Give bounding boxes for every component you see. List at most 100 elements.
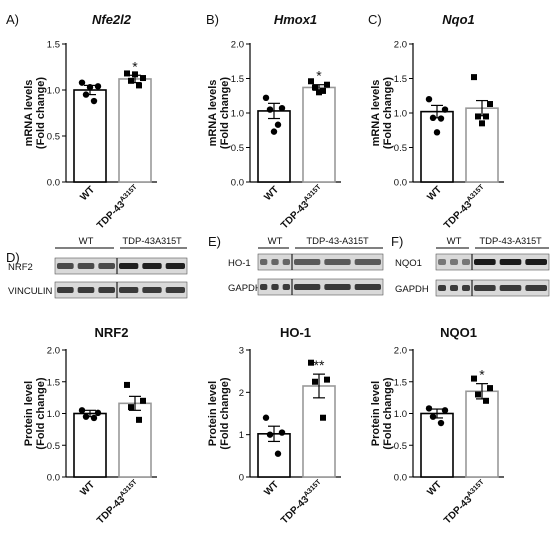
y-tick-label: 1 xyxy=(239,430,244,441)
data-point xyxy=(437,115,445,122)
blot-group-superscript: -A315T xyxy=(339,236,369,246)
data-point xyxy=(82,413,90,420)
chart-title: HO-1 xyxy=(280,325,311,340)
blot-band xyxy=(450,259,458,265)
x-tick-label: TDP-43A315T xyxy=(278,478,326,526)
blot-band xyxy=(450,285,458,291)
data-point xyxy=(312,378,318,385)
blot-group-label: WT xyxy=(79,236,94,247)
blot-band xyxy=(142,263,162,269)
data-point xyxy=(433,129,441,136)
blot-d: WT TDP-43A315T NRF2 VINCULIN xyxy=(8,236,188,299)
y-tick-label: 3 xyxy=(239,346,244,357)
panel-label-c: C) xyxy=(368,12,382,27)
blot-e: WT TDP-43-A315T HO-1 GAPDH xyxy=(228,236,384,296)
data-point xyxy=(278,429,286,436)
data-point xyxy=(487,385,493,392)
x-tick-label: TDP-43A315T xyxy=(441,478,489,526)
blot-band xyxy=(77,287,95,293)
blot-strip xyxy=(257,278,384,296)
y-axis-label: (Fold change) xyxy=(35,377,47,449)
y-tick-label: 1.0 xyxy=(47,409,60,420)
blot-band xyxy=(282,284,290,290)
y-tick-label: 1.5 xyxy=(47,377,60,388)
blot-group-superscript: A315T xyxy=(155,236,182,246)
data-point xyxy=(429,114,437,122)
blot-group-label: WT xyxy=(447,236,462,247)
data-point xyxy=(140,75,146,82)
data-point xyxy=(483,397,489,404)
y-tick-label: 0.5 xyxy=(231,143,244,154)
y-tick-label: 0.5 xyxy=(47,132,60,143)
blot-band xyxy=(119,287,139,293)
blot-band xyxy=(324,259,351,265)
blot-strip xyxy=(257,253,384,271)
blot-band xyxy=(77,263,95,269)
blot-band xyxy=(142,287,162,293)
panel-label-b: B) xyxy=(206,12,219,27)
blot-band xyxy=(354,284,381,290)
data-point xyxy=(316,89,322,96)
y-axis-label: (Fold change) xyxy=(382,77,394,149)
x-tick-label: TDP-43A315T xyxy=(441,183,489,231)
chart-title: NRF2 xyxy=(95,325,129,340)
data-point xyxy=(312,84,318,91)
data-point xyxy=(429,413,437,420)
significance-marker: ** xyxy=(314,357,325,373)
bar xyxy=(118,402,152,478)
y-tick-label: 0.5 xyxy=(394,441,407,452)
chart-e: HO-1 0 1 2 3 Protein level (Fold change) WT ** TD… xyxy=(207,325,341,526)
data-point xyxy=(136,416,142,423)
y-tick-label: 2.0 xyxy=(394,40,407,51)
blot-band xyxy=(294,284,321,290)
x-tick-label: TDP-43A315T xyxy=(278,183,326,231)
data-point xyxy=(90,414,98,422)
chart-f: NQO1 0.0 0.5 1.0 1.5 2.0 Protein level (Fold ch… xyxy=(370,325,504,526)
panel-label-f: F) xyxy=(391,234,403,249)
y-tick-label: 1.0 xyxy=(394,109,407,120)
data-point xyxy=(425,405,433,412)
y-tick-label: 1.0 xyxy=(47,86,60,97)
bar xyxy=(420,412,454,478)
blot-band xyxy=(294,259,321,265)
x-tick-label-superscript: A315T xyxy=(303,478,323,498)
y-tick-label: 1.0 xyxy=(231,109,244,120)
y-tick-label: 0.5 xyxy=(47,441,60,452)
data-point xyxy=(471,74,477,81)
chart-title: Nqo1 xyxy=(442,12,475,27)
blot-band xyxy=(438,285,446,291)
x-tick-label: WT xyxy=(262,184,281,203)
y-tick-label: 2 xyxy=(239,388,244,399)
blot-band xyxy=(525,285,547,291)
data-point xyxy=(262,414,270,421)
bar xyxy=(257,110,291,183)
y-tick-label: 1.0 xyxy=(394,409,407,420)
y-tick-label: 0.0 xyxy=(394,473,407,484)
blot-band xyxy=(260,284,268,290)
data-point xyxy=(78,407,86,414)
blot-f: WT TDP-43-A315T NQO1 GAPDH xyxy=(395,236,550,297)
blot-band xyxy=(57,263,74,269)
bar xyxy=(118,78,152,183)
x-tick-label-superscript: A315T xyxy=(466,183,486,203)
data-point xyxy=(483,113,489,120)
blot-row-label: NQO1 xyxy=(395,258,422,269)
data-point xyxy=(320,87,326,94)
y-axis-label: (Fold change) xyxy=(219,77,231,149)
data-point xyxy=(128,77,134,84)
data-point xyxy=(475,113,481,120)
blot-band xyxy=(462,259,470,265)
data-point xyxy=(94,83,102,90)
bar xyxy=(420,110,454,183)
y-tick-label: 2.0 xyxy=(231,40,244,51)
data-point xyxy=(128,404,134,411)
data-point xyxy=(278,104,286,112)
chart-c: Nqo1 0.0 0.5 1.0 1.5 2.0 mRNA levels (Fold chan… xyxy=(370,12,504,231)
data-point xyxy=(86,84,94,91)
bar xyxy=(302,86,336,183)
significance-marker: * xyxy=(132,58,138,74)
y-axis-label: mRNA levels xyxy=(207,80,219,147)
y-tick-label: 0.0 xyxy=(231,178,244,189)
data-point xyxy=(471,375,477,382)
x-tick-label-superscript: A315T xyxy=(303,183,323,203)
